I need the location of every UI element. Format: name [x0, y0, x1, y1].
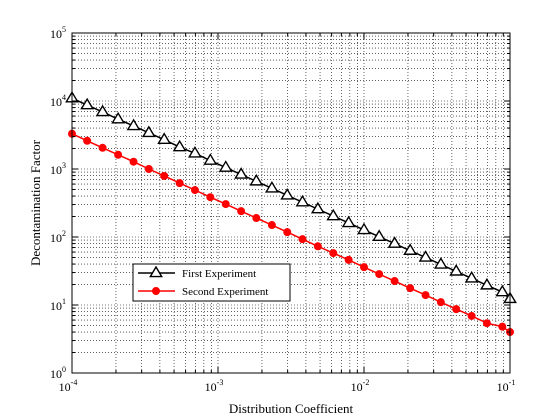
data-point: [436, 298, 445, 307]
y-tick-label: 100: [50, 365, 66, 381]
data-point: [95, 104, 110, 117]
data-point: [482, 319, 491, 328]
data-point: [313, 242, 322, 251]
data-point: [114, 150, 123, 159]
data-point: [495, 284, 510, 297]
data-point: [190, 186, 199, 195]
y-tick-label: 104: [50, 93, 66, 109]
legend-label: Second Experiment: [182, 286, 268, 298]
y-axis-title: Decontamination Factor: [28, 139, 43, 266]
legend-box: [132, 263, 291, 302]
plot-area: [72, 33, 510, 373]
series-1: [65, 90, 517, 304]
y-tick-label: 102: [50, 229, 66, 245]
data-point: [280, 187, 295, 200]
data-point: [421, 291, 430, 300]
data-point: [464, 270, 479, 283]
data-point: [449, 264, 464, 276]
data-point: [390, 277, 399, 286]
series-layer: [65, 90, 517, 337]
data-point: [234, 167, 249, 179]
legend-item: First Experiment: [138, 265, 256, 280]
legend-marker: [152, 287, 160, 295]
y-tick-label: 105: [50, 25, 66, 41]
x-axis-title: Distribution Coefficient: [229, 401, 354, 416]
legend-label: First Experiment: [182, 268, 256, 280]
data-point: [326, 208, 341, 221]
data-point: [160, 171, 169, 180]
ticks: [72, 33, 510, 373]
data-point: [418, 250, 433, 262]
x-tick-label: 10-2: [351, 378, 370, 394]
data-point: [498, 322, 507, 331]
data-point: [252, 214, 261, 223]
data-point: [206, 193, 215, 202]
data-point: [372, 229, 387, 242]
data-point: [172, 139, 187, 152]
tick-labels: 10-4 10-3 10-2 10-1 100 101 102 103 104 105: [50, 25, 515, 394]
y-tick-label: 103: [50, 161, 66, 177]
y-tick-label: 101: [50, 297, 66, 313]
data-point: [218, 160, 233, 172]
data-point: [221, 200, 230, 209]
data-point: [344, 255, 353, 264]
data-point: [341, 215, 356, 228]
data-point: [480, 277, 494, 290]
data-point: [175, 179, 184, 188]
data-point: [129, 157, 138, 166]
legend: First Experiment Second Experiment: [132, 263, 291, 302]
data-point: [387, 236, 402, 248]
data-point: [237, 207, 246, 216]
data-point: [295, 194, 310, 207]
legend-item: Second Experiment: [138, 286, 268, 298]
data-point: [357, 222, 371, 235]
data-point: [80, 97, 95, 110]
data-point: [141, 125, 156, 138]
x-tick-label: 10-3: [205, 378, 224, 394]
x-tick-label: 10-1: [497, 378, 516, 394]
data-point: [249, 173, 264, 186]
data-point: [157, 132, 172, 144]
data-point: [375, 270, 384, 279]
data-point: [267, 221, 276, 230]
data-point: [433, 257, 448, 269]
data-point: [403, 243, 418, 255]
data-point: [298, 235, 307, 244]
data-point: [360, 263, 368, 272]
series-2: [68, 129, 514, 337]
data-point: [98, 143, 107, 152]
x-tick-label: 10-4: [59, 378, 78, 394]
data-point: [283, 228, 292, 237]
data-point: [144, 165, 153, 173]
grid: [72, 33, 510, 373]
data-point: [452, 305, 461, 314]
data-point: [406, 284, 415, 293]
data-point: [188, 145, 202, 158]
data-point: [329, 249, 338, 258]
data-point: [203, 153, 218, 165]
data-point: [83, 136, 92, 145]
data-point: [126, 118, 141, 131]
data-point: [467, 311, 476, 320]
data-point: [264, 180, 279, 193]
plot-frame: [71, 32, 511, 374]
legend-marker: [149, 265, 163, 278]
data-point: [111, 111, 126, 124]
data-point: [310, 201, 325, 214]
